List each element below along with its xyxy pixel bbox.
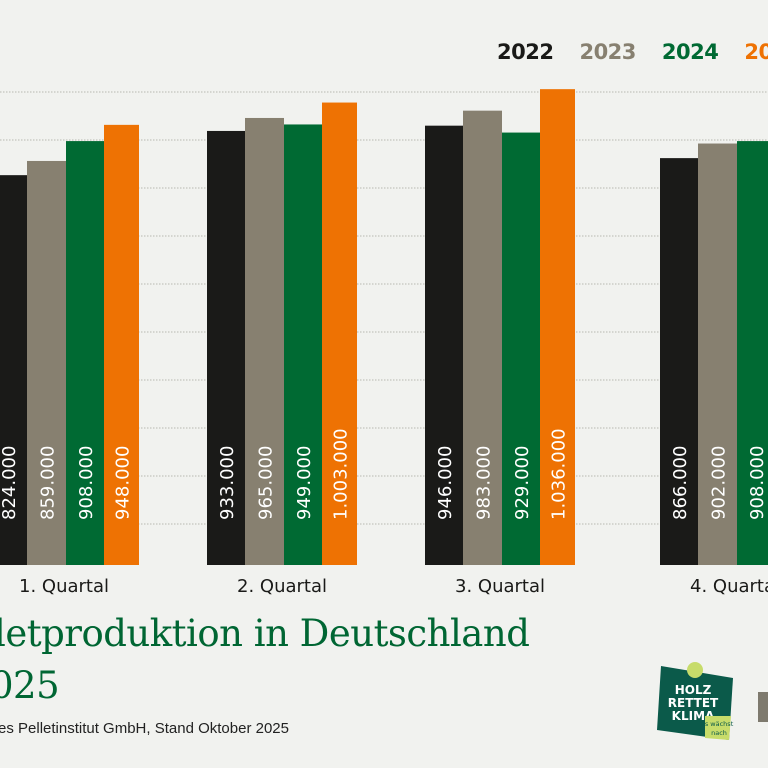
category-label: 4. Quartal bbox=[690, 576, 768, 597]
data-label: 902.000 bbox=[709, 446, 730, 520]
bar-2022-q2 bbox=[207, 130, 245, 565]
bar-2023-q4 bbox=[698, 143, 737, 566]
data-label: 946.000 bbox=[435, 446, 456, 520]
bar-2025-q2 bbox=[322, 102, 357, 565]
data-label: 949.000 bbox=[294, 446, 315, 520]
legend: 2022 2023 2024 2025 bbox=[497, 40, 768, 64]
legend-2025: 2025 bbox=[744, 40, 768, 64]
data-label: 866.000 bbox=[670, 446, 691, 520]
data-label: 933.000 bbox=[217, 446, 238, 520]
data-label: 1.036.000 bbox=[549, 428, 570, 520]
bar-2024-q1 bbox=[66, 141, 104, 565]
category-label: 2. Quartal bbox=[237, 576, 327, 597]
bar-2025-q3 bbox=[540, 89, 575, 566]
bar-2025-q1 bbox=[104, 124, 139, 565]
bar-2024-q2 bbox=[284, 124, 322, 566]
legend-2022: 2022 bbox=[497, 40, 554, 64]
chart-title-line2: 025 bbox=[0, 664, 60, 707]
svg-text:KLIMA: KLIMA bbox=[672, 709, 715, 723]
partner-logo-partial bbox=[758, 692, 768, 722]
data-label: 965.000 bbox=[256, 446, 277, 520]
category-label: 1. Quartal bbox=[19, 576, 109, 597]
bar-chart: 824.000 859.000 908.000 948.000 1. Quartal 93… bbox=[0, 89, 768, 597]
bar-2024-q4 bbox=[737, 141, 768, 565]
bar-2022-q1 bbox=[0, 175, 27, 565]
svg-text:RETTET: RETTET bbox=[668, 696, 719, 710]
chart-title-line1: letproduktion in Deutschland bbox=[0, 612, 530, 655]
data-label: 1.003.000 bbox=[331, 428, 352, 520]
data-label: 929.000 bbox=[512, 446, 533, 520]
legend-2023: 2023 bbox=[579, 40, 636, 64]
bar-2022-q3 bbox=[425, 125, 463, 566]
data-label: 948.000 bbox=[113, 446, 134, 520]
data-label: 824.000 bbox=[0, 446, 20, 520]
bar-2022-q4 bbox=[660, 158, 698, 566]
data-label: 908.000 bbox=[76, 446, 97, 520]
data-label: 859.000 bbox=[38, 446, 59, 520]
bar-2023-q2 bbox=[245, 117, 284, 565]
data-label: 908.000 bbox=[747, 446, 768, 520]
bar-2023-q3 bbox=[463, 110, 502, 566]
legend-2024: 2024 bbox=[661, 40, 719, 64]
source-note: es Pelletinstitut GmbH, Stand Oktober 20… bbox=[0, 720, 289, 737]
bar-2024-q3 bbox=[502, 132, 540, 565]
category-label: 3. Quartal bbox=[455, 576, 545, 597]
svg-text:HOLZ: HOLZ bbox=[675, 683, 712, 697]
holz-rettet-klima-logo: HOLZ RETTET KLIMA Es wächst nach bbox=[657, 662, 734, 740]
svg-text:Es wächst: Es wächst bbox=[701, 720, 734, 728]
data-label: 983.000 bbox=[474, 446, 495, 520]
bar-2023-q1 bbox=[27, 160, 66, 565]
svg-text:nach: nach bbox=[711, 729, 727, 737]
